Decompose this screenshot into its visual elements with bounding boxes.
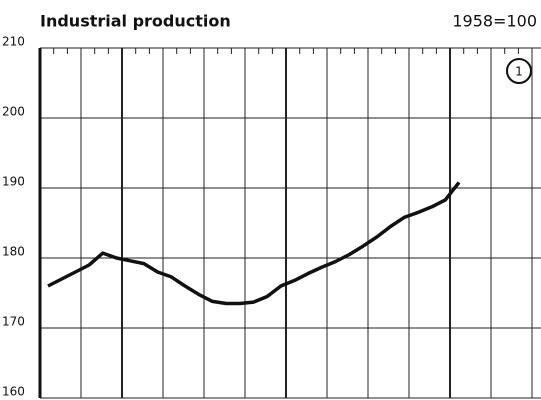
- y-tick-label: 170: [2, 315, 25, 329]
- annotation-circle: [506, 58, 532, 84]
- y-tick-label: 190: [2, 175, 25, 189]
- y-tick-label: 200: [2, 105, 25, 119]
- y-tick-label: 180: [2, 245, 25, 259]
- annotation: 1: [515, 65, 523, 79]
- chart-subtitle: 1958=100: [452, 12, 537, 31]
- chart-title: Industrial production: [40, 12, 231, 31]
- data-line: [47, 181, 461, 306]
- y-tick-label: 210: [2, 35, 25, 49]
- y-tick-label: 160: [2, 385, 25, 399]
